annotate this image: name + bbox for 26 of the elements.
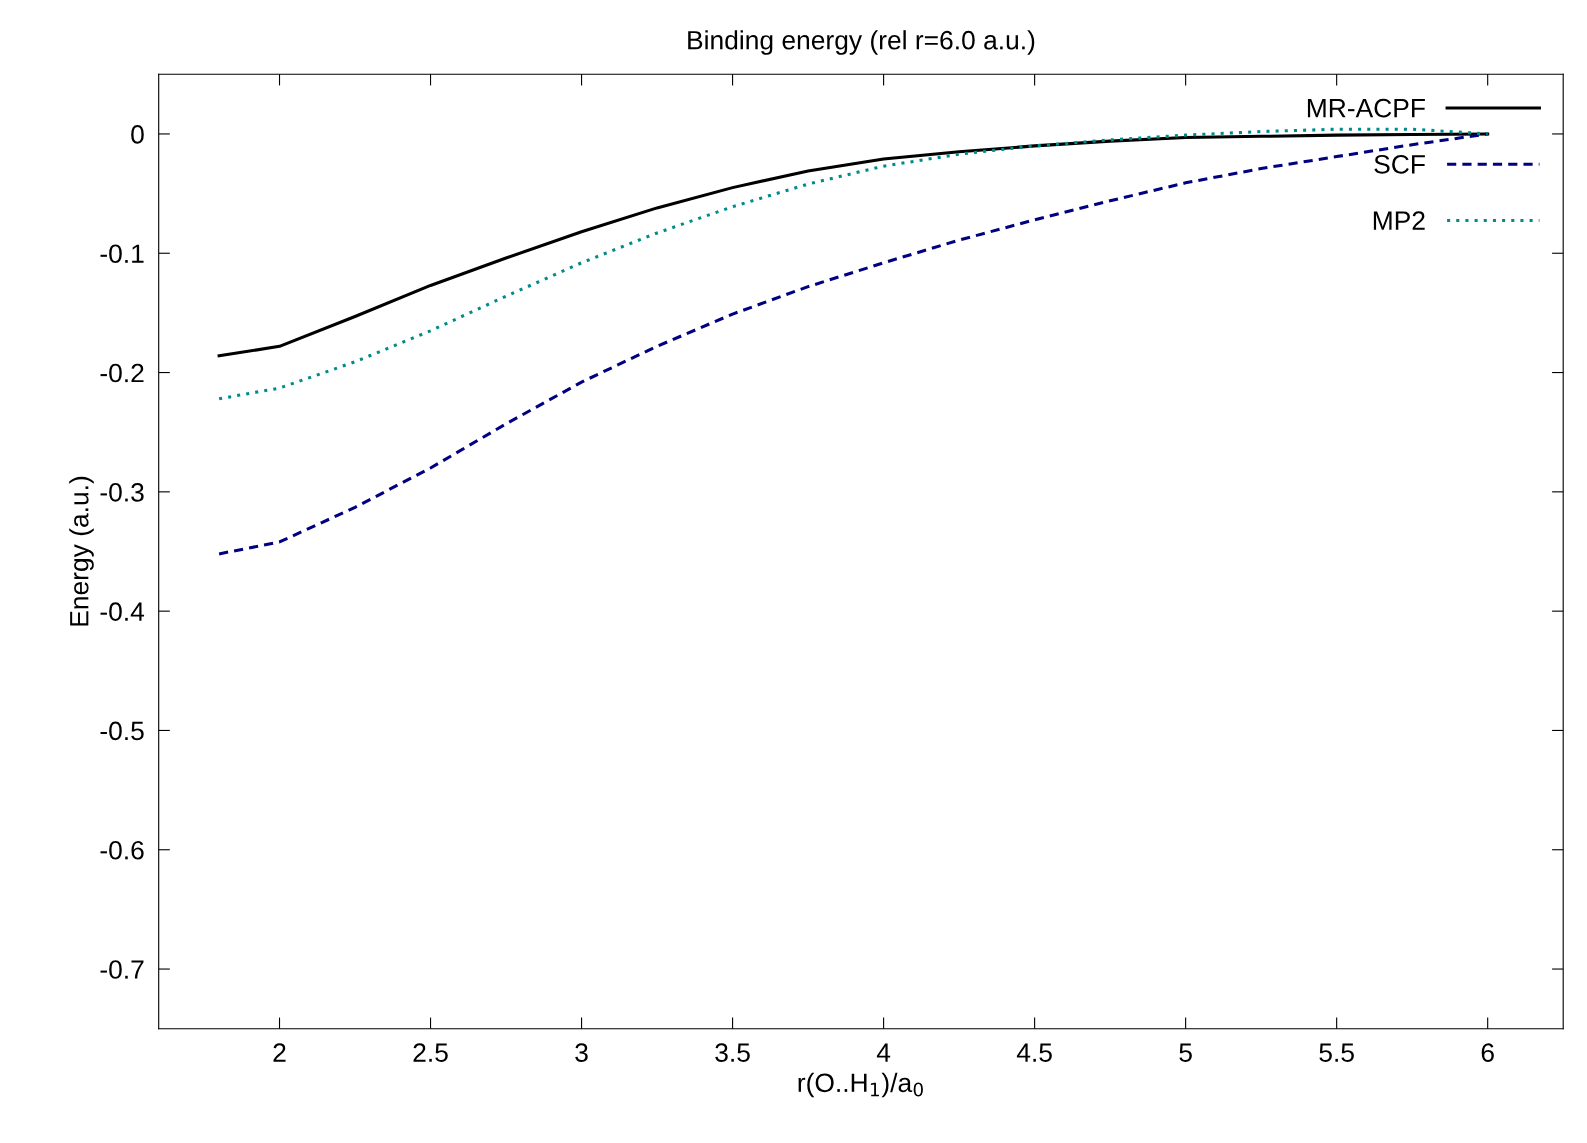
y-tick-label: -0.7 <box>100 960 144 979</box>
y-axis-title: Energy (a.u.) <box>69 476 94 626</box>
legend-label: MR-ACPF <box>1307 98 1425 118</box>
y-tick-label: -0.2 <box>100 363 144 383</box>
y-tick-label: -0.4 <box>100 602 145 621</box>
x-tick-label: 4 <box>876 1043 891 1062</box>
x-tick-label: 2.5 <box>413 1043 448 1062</box>
legend-label: MP2 <box>1373 211 1425 230</box>
line-series <box>217 132 1490 358</box>
x-axis-title: r(O..H$_{1}$)/a$_{0}$ <box>798 1072 923 1098</box>
x-tick-label: 5.5 <box>1319 1043 1354 1062</box>
x-tick-label: 4.5 <box>1016 1043 1052 1062</box>
line-series <box>217 127 1490 401</box>
chart-title: Binding energy (rel r=6.0 a.u.) <box>688 30 1035 55</box>
x-tick-label: 5 <box>1179 1043 1192 1062</box>
legend-label: SCF <box>1374 155 1425 174</box>
x-tick-label: 3 <box>575 1043 588 1062</box>
line-series <box>217 132 1490 556</box>
x-tick-label: 2 <box>273 1043 286 1062</box>
y-tick-label: -0.5 <box>100 721 144 741</box>
y-tick-label: -0.3 <box>100 482 144 502</box>
x-tick-label: 3.5 <box>715 1043 750 1062</box>
y-tick-label: -0.6 <box>100 840 144 860</box>
y-tick-label: 0 <box>131 125 144 144</box>
x-tick-label: 6 <box>1481 1043 1494 1062</box>
y-tick-label: -0.1 <box>100 244 144 264</box>
